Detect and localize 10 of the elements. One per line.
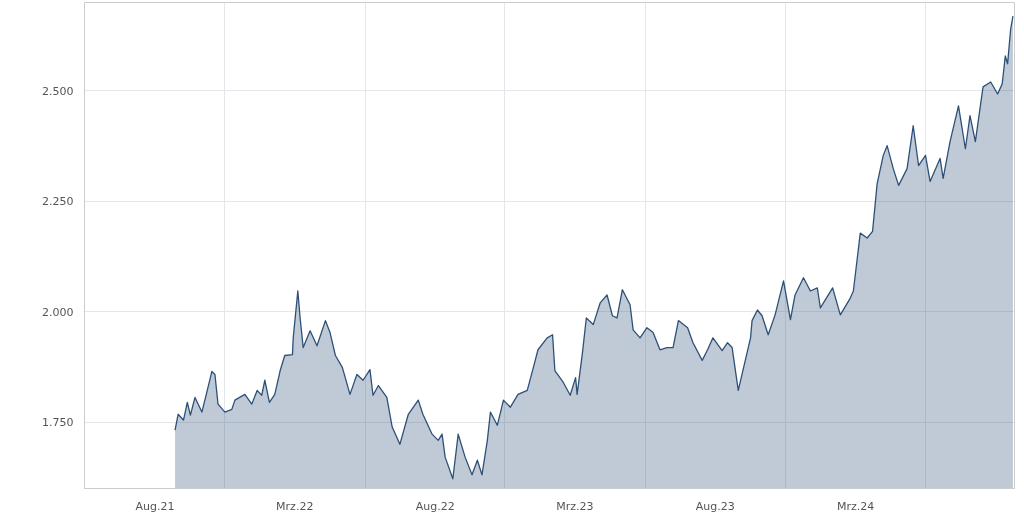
y-tick-label: 2.000 bbox=[42, 305, 74, 319]
x-tick-label: Mrz.23 bbox=[556, 499, 594, 513]
y-tick-label: 2.500 bbox=[42, 84, 74, 98]
y-tick-label: 2.250 bbox=[42, 195, 74, 209]
x-tick-label: Mrz.24 bbox=[837, 499, 875, 513]
x-tick-label: Aug.22 bbox=[415, 499, 455, 513]
y-tick-label: 1.750 bbox=[42, 416, 74, 430]
x-tick-label: Aug.23 bbox=[695, 499, 735, 513]
x-tick-label: Mrz.22 bbox=[276, 499, 314, 513]
x-tick-label: Aug.21 bbox=[135, 499, 175, 513]
